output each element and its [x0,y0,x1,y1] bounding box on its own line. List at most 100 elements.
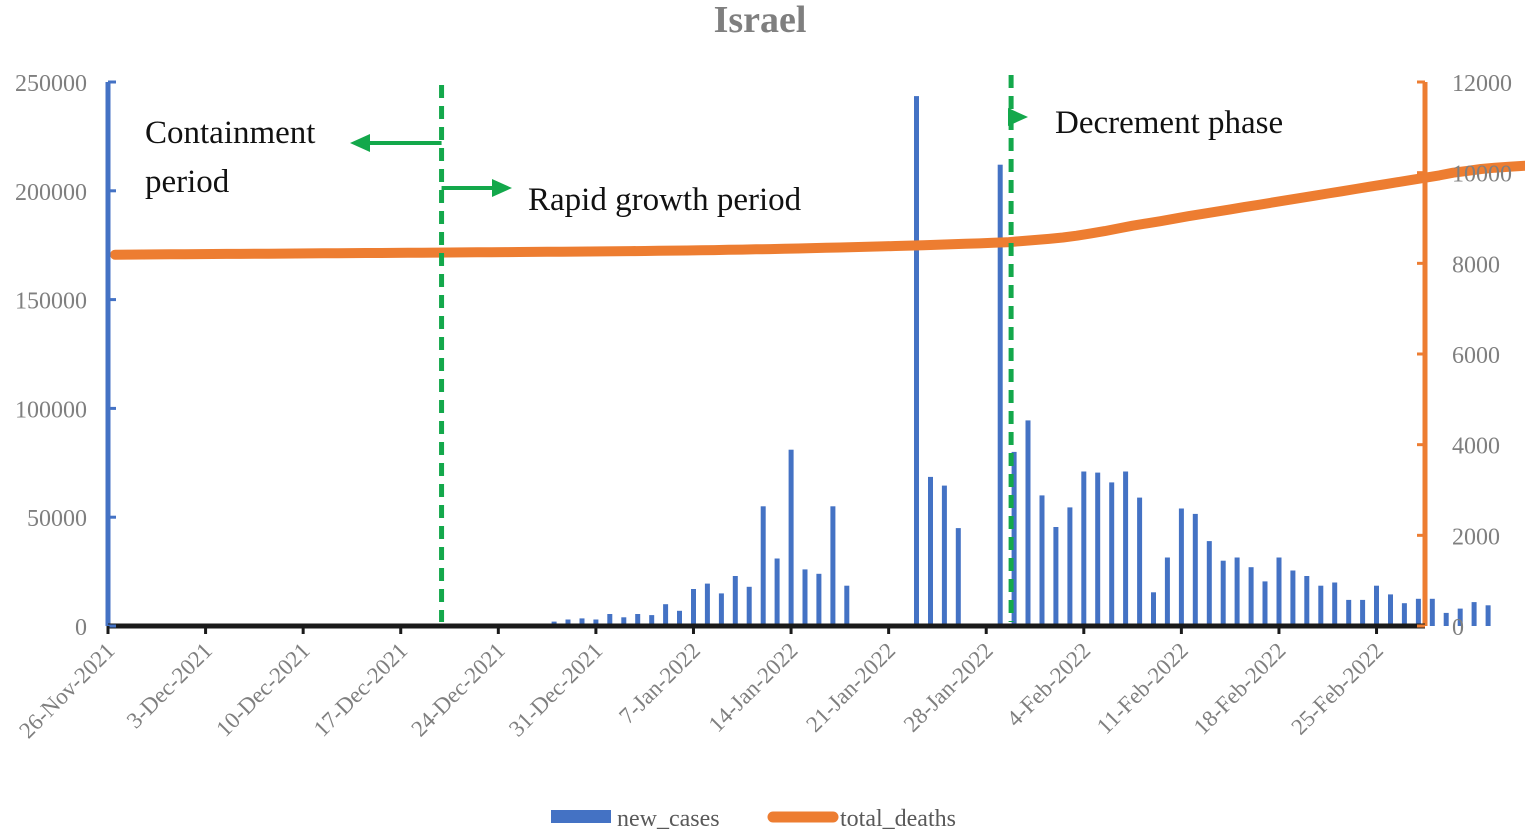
right-tick-label-6000: 6000 [1452,343,1500,369]
right-tick-label-12000: 12000 [1452,71,1512,97]
new-cases-bar-80 [1220,560,1226,626]
right-tick-label-10000: 10000 [1452,162,1512,188]
annotation-decrement: Decrement phase [1055,105,1283,141]
new-cases-bar-69 [1067,507,1073,626]
new-cases-bar-49 [788,449,794,626]
new-cases-bar-42 [691,589,696,626]
new-cases-bar-78 [1192,513,1198,626]
x-tick-label-8: 21-Jan-2022 [801,638,900,737]
x-tick-label-4: 24-Dec-2021 [406,638,509,741]
new-cases-bar-84 [1276,557,1282,626]
new-cases-bar-34 [579,618,585,626]
new-cases-bar-67 [1039,495,1045,626]
x-tick-label-6: 7-Jan-2022 [614,638,705,729]
legend-swatch-new-cases [551,810,611,823]
left-tick-label-200000: 200000 [15,180,87,206]
new-cases-bar-82 [1248,567,1254,626]
new-cases-bar-50 [802,569,808,626]
new-cases-bar-92 [1388,594,1393,626]
new-cases-bar-77 [1178,508,1184,626]
new-cases-bar-83 [1262,581,1268,626]
x-tick-label-5: 31-Dec-2021 [504,638,607,741]
annotation-containment-line2: period [145,164,230,200]
new-cases-bar-89 [1346,599,1352,626]
new-cases-bar-98 [1471,602,1477,626]
new-cases-bar-58 [914,96,919,627]
new-cases-bar-79 [1206,541,1212,626]
new-cases-bar-64 [997,164,1003,626]
left-tick-label-100000: 100000 [15,397,87,423]
new-cases-bar-68 [1053,527,1059,626]
right-tick-label-2000: 2000 [1452,524,1500,550]
arrow-containment-head [350,134,370,152]
phase-annotations [350,75,1028,622]
new-cases-bar-76 [1164,557,1170,626]
new-cases-bar-91 [1374,585,1379,626]
new-cases-bar-44 [718,593,724,626]
total-deaths-line [110,160,1525,260]
left-tick-label-0: 0 [75,615,87,641]
new-cases-bar-43 [704,583,710,626]
right-tick-label-0: 0 [1452,615,1464,641]
new-cases-bar-39 [649,615,655,626]
new-cases-bar-45 [732,576,738,626]
arrow-rapid-growth-head [492,179,512,197]
new-cases-bar-81 [1234,557,1240,626]
left-tick-label-50000: 50000 [27,506,87,532]
new-cases-bar-51 [816,573,822,626]
new-cases-bar-59 [928,476,933,626]
new-cases-bar-37 [621,617,627,626]
x-tick-label-3: 17-Dec-2021 [309,638,412,741]
new-cases-bar-70 [1081,471,1087,626]
new-cases-bar-61 [955,528,961,626]
new-cases-bar-90 [1360,599,1366,626]
new-cases-bar-88 [1332,582,1338,626]
new-cases-bar-53 [844,585,850,626]
left-tick-label-150000: 150000 [15,289,87,315]
new-cases-bar-60 [941,485,947,626]
new-cases-bar-47 [760,506,766,626]
new-cases-bar-48 [774,558,780,626]
new-cases-bar-41 [677,610,682,626]
arrow-decrement-head [1008,108,1028,126]
new-cases-bar-40 [663,604,669,626]
x-tick-label-12: 18-Feb-2022 [1189,638,1291,740]
right-tick-label-8000: 8000 [1452,252,1500,278]
axes: 0 50000 100000 150000 200000 250000 0 2000 4000 6… [14,71,1512,743]
new-cases-bar-85 [1290,570,1296,626]
new-cases-bar-74 [1137,497,1143,626]
left-tick-label-250000: 250000 [15,71,87,97]
new-cases-bar-52 [830,506,836,626]
legend-label-new-cases: new_cases [617,806,720,832]
new-cases-bar-71 [1095,472,1101,626]
new-cases-bar-72 [1109,482,1115,626]
new-cases-bar-97 [1457,608,1463,626]
new-cases-bar-46 [746,586,752,626]
new-cases-bar-96 [1443,612,1449,626]
new-cases-bar-93 [1401,603,1407,626]
new-cases-bar-66 [1025,420,1031,626]
x-tick-label-11: 11-Feb-2022 [1092,638,1193,739]
annotation-rapid-growth: Rapid growth period [528,182,802,218]
new-cases-bar-73 [1123,471,1129,626]
x-tick-label-0: 26-Nov-2021 [14,638,119,743]
new-cases-bar-86 [1304,576,1310,626]
x-tick-label-13: 25-Feb-2022 [1286,638,1388,740]
x-tick-label-1: 3-Dec-2021 [122,638,217,733]
annotation-containment-line1: Containment [145,115,315,151]
chart-title: Israel [714,0,807,41]
new-cases-bar-95 [1429,598,1435,626]
new-cases-bar-99 [1485,605,1491,626]
new-cases-bar-35 [593,619,599,626]
x-tick-label-10: 4-Feb-2022 [1002,638,1096,732]
new-cases-bar-65 [1011,451,1017,626]
right-tick-label-4000: 4000 [1452,434,1500,460]
new-cases-bar-36 [607,614,613,626]
new-cases-bar-75 [1151,592,1156,626]
total-deaths-line-group [110,160,1525,260]
new-cases-bar-38 [635,614,641,626]
x-tick-label-2: 10-Dec-2021 [211,638,314,741]
new-cases-bar-87 [1318,585,1324,626]
new-cases-bar-94 [1415,598,1421,626]
